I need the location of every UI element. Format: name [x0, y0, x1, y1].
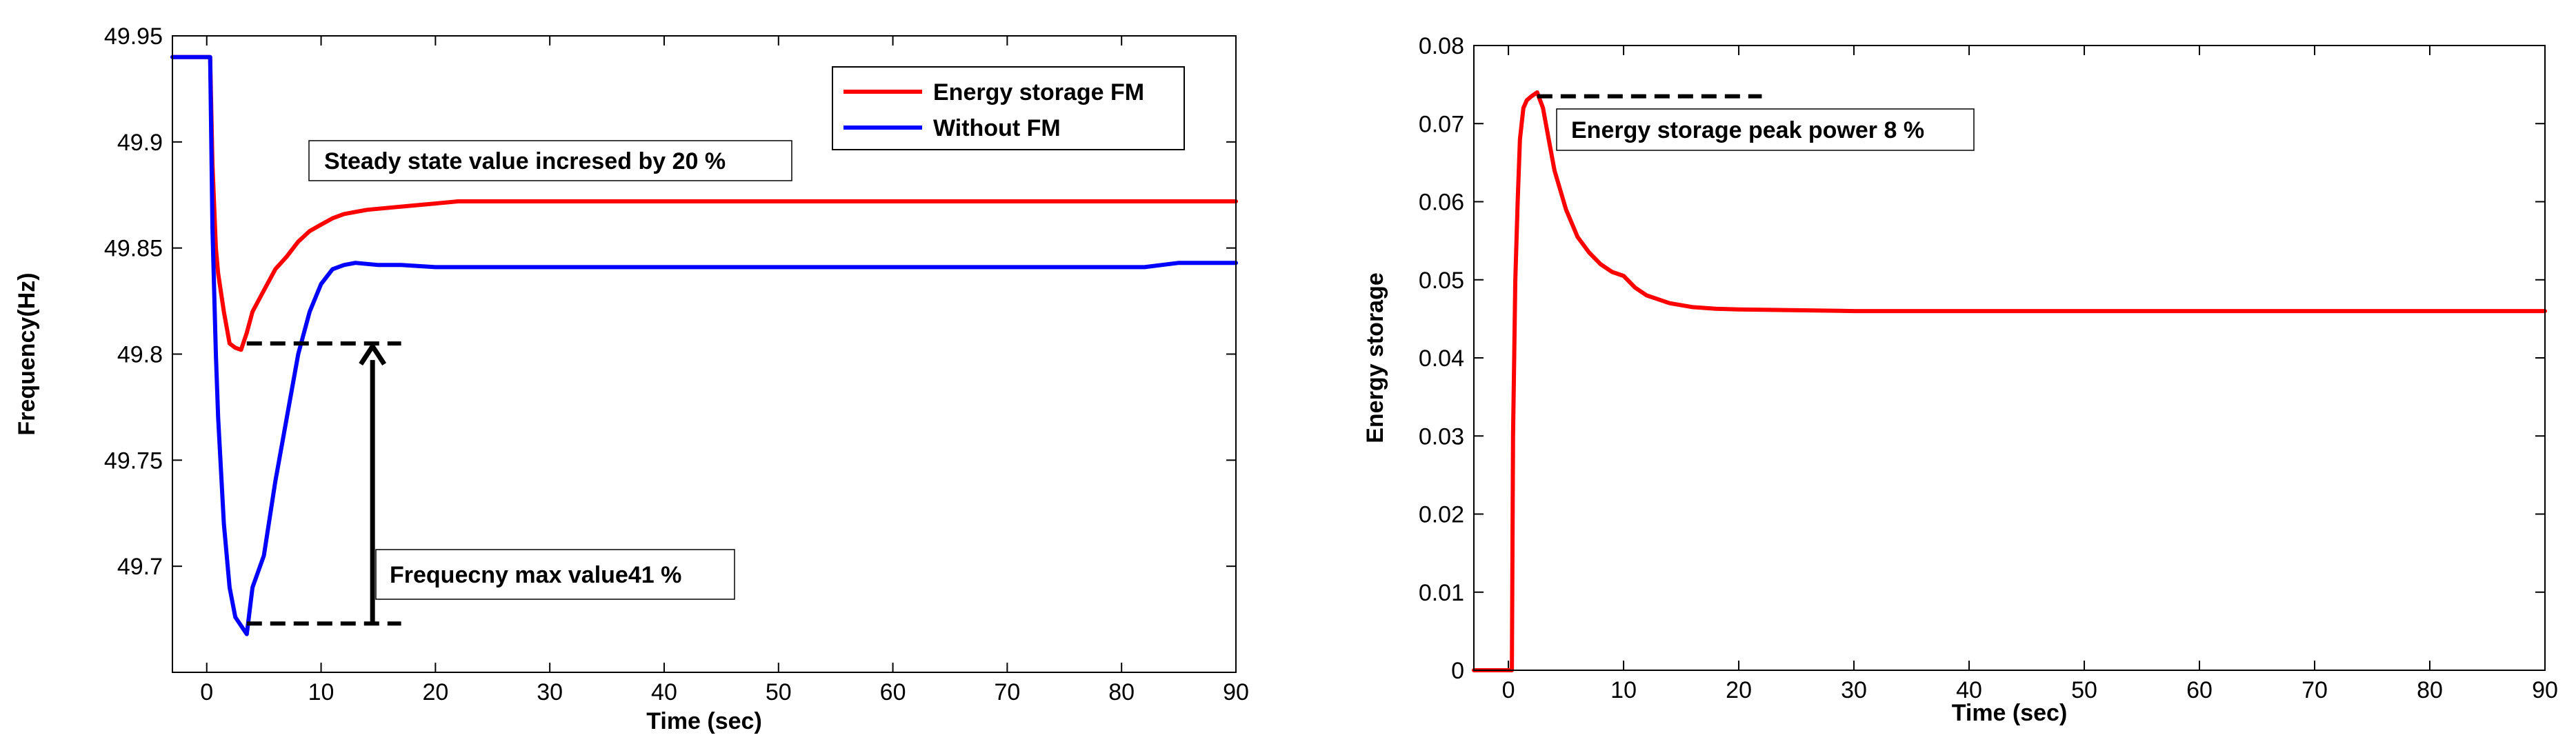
series-line-energy-storage [1472, 90, 2547, 672]
x-tick-label: 90 [1223, 679, 1249, 705]
y-tick-label: 49.95 [104, 23, 163, 50]
frequency-y-ticks: 49.7 49.75 49.8 49.85 49.9 49.95 [104, 23, 1236, 580]
frequency-series [170, 54, 1238, 636]
x-tick-label: 90 [2532, 677, 2558, 703]
x-tick-label: 40 [651, 679, 677, 705]
x-tick-label: 10 [308, 679, 335, 705]
x-tick-label: 0 [1502, 677, 1515, 703]
x-tick-label: 10 [1610, 677, 1637, 703]
y-tick-label: 0.02 [1419, 502, 1464, 528]
x-tick-label: 30 [1841, 677, 1867, 703]
steady-state-annotation: Steady state value incresed by 20 % [324, 148, 726, 174]
frequency-max-annotation-box [375, 549, 735, 600]
x-tick-label: 40 [1956, 677, 1982, 703]
frequency-max-annotation: Frequecny max value41 % [390, 562, 681, 588]
y-tick-label: 49.7 [117, 554, 163, 580]
x-tick-label: 70 [994, 679, 1020, 705]
frequency-x-ticks: 0 10 20 30 40 50 60 70 80 90 [200, 36, 1249, 705]
frequency-chart: 0 10 20 30 40 50 60 70 80 90 49.749.7549.849.8549… [14, 23, 1249, 734]
y-tick-label: 0.05 [1419, 268, 1464, 294]
energy-storage-y-axis-label: Energy storage [1362, 272, 1388, 443]
steady-state-annotation-box [308, 140, 792, 181]
x-tick-label: 50 [766, 679, 792, 705]
y-tick-label: 0.01 [1419, 580, 1464, 606]
y-tick-label: 0.03 [1419, 423, 1464, 450]
x-tick-label: 20 [1726, 677, 1752, 703]
y-tick-label: 0.04 [1419, 345, 1464, 372]
x-tick-label: 20 [422, 679, 448, 705]
x-tick-label: 60 [880, 679, 906, 705]
energy-storage-x-ticks: 0 10 20 30 40 50 60 70 80 90 [1502, 46, 2558, 703]
frequency-annotations [246, 341, 401, 626]
frequency-legend: Energy storage FM Without FM [832, 66, 1185, 150]
x-tick-label: 30 [537, 679, 563, 705]
y-tick-label: 49.8 [117, 342, 163, 368]
peak-power-annotation-box [1556, 108, 1975, 151]
energy-storage-x-axis-label: Time (sec) [1952, 700, 2068, 726]
frequency-plot-frame [172, 35, 1237, 673]
series-line-energy-storage-fm [170, 54, 1238, 352]
y-tick-label: 49.75 [104, 448, 163, 474]
arrow-head [359, 341, 387, 366]
legend-label-energy-storage-fm: Energy storage FM [933, 79, 1144, 106]
x-tick-label: 60 [2186, 677, 2213, 703]
y-tick-label: 0.08 [1419, 33, 1464, 59]
peak-power-annotation: Energy storage peak power 8 % [1571, 117, 1924, 143]
y-tick-label: 0.07 [1419, 111, 1464, 137]
y-tick-label: 0.06 [1419, 190, 1464, 216]
energy-storage-y-ticks: 0 0.01 0.02 0.03 0.04 0.05 0.06 0.07 0.08 [1419, 33, 2545, 684]
y-tick-label: 49.9 [117, 130, 163, 156]
series-line-without-fm [170, 54, 1238, 636]
energy-storage-series [1472, 90, 2547, 672]
legend-box [832, 66, 1185, 150]
energy-storage-plot-frame [1473, 45, 2546, 671]
frequency-x-axis-label: Time (sec) [646, 708, 762, 734]
energy-storage-chart: 0 10 20 30 40 50 60 70 80 90 0 0.01 0.02 0.03 0.04 0.0… [1362, 33, 2558, 726]
x-tick-label: 80 [1108, 679, 1135, 705]
y-tick-label: 49.85 [104, 236, 163, 262]
x-tick-label: 70 [2302, 677, 2328, 703]
frequency-y-axis-label: Frequency(Hz) [14, 272, 40, 435]
y-tick-label: 0 [1451, 658, 1464, 684]
x-tick-label: 0 [200, 679, 213, 705]
x-tick-label: 50 [2071, 677, 2097, 703]
legend-label-without-fm: Without FM [933, 115, 1061, 141]
x-tick-label: 80 [2417, 677, 2443, 703]
